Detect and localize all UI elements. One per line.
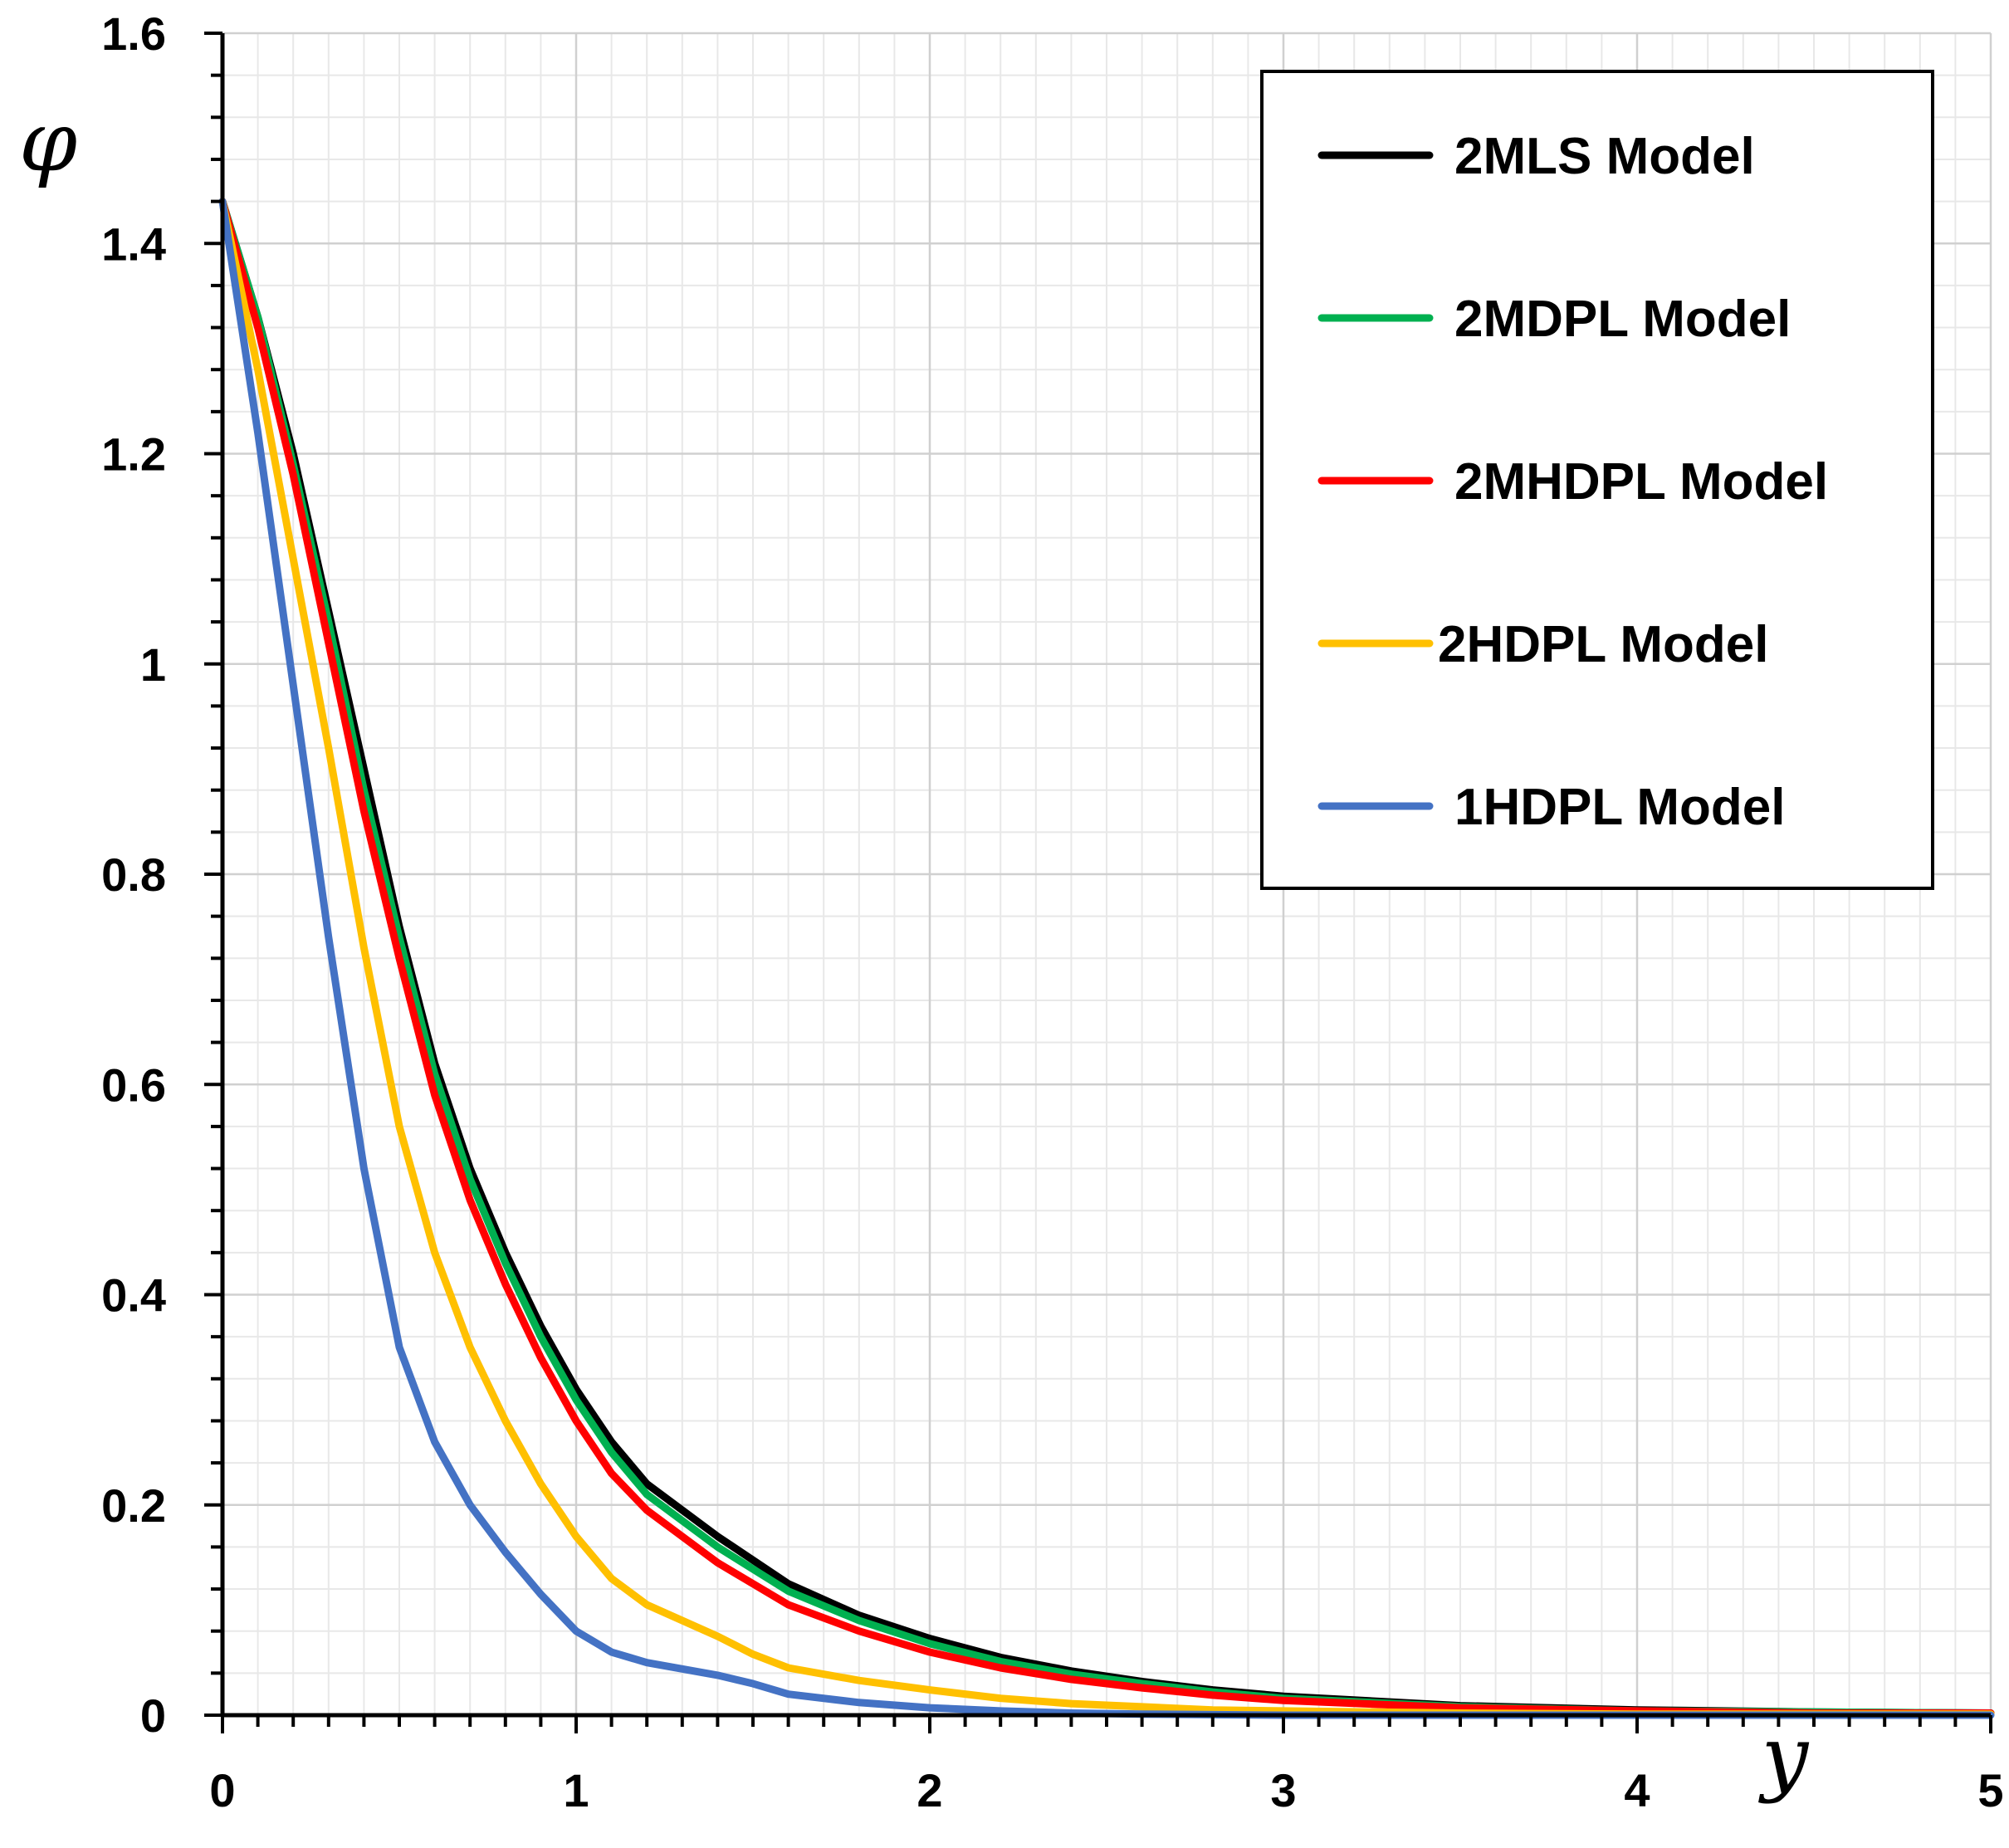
series-line-2mhdpl xyxy=(218,198,1995,1717)
x-tick-label: 0 xyxy=(209,1764,235,1816)
axis-ticks xyxy=(204,32,1992,1733)
x-axis-label: y xyxy=(1758,1708,1810,1805)
y-tick-label: 0.6 xyxy=(101,1058,166,1111)
legend-label-2mdpl: 2MDPL Model xyxy=(1454,291,1791,348)
x-tick-label: 2 xyxy=(917,1764,942,1816)
legend-label-1hdpl: 1HDPL Model xyxy=(1454,779,1785,836)
legend-label-2mhdpl: 2MHDPL Model xyxy=(1454,453,1828,511)
y-tick-label: 0.2 xyxy=(101,1479,166,1532)
y-tick-label: 1.6 xyxy=(101,7,166,60)
x-tick-label: 4 xyxy=(1624,1764,1650,1816)
tick-labels: 0 1 2 3 4 5 0 0.2 0.4 0.6 0.8 1 1.2 1.4 1.6 xyxy=(101,7,2003,1816)
x-tick-label: 5 xyxy=(1977,1764,2003,1816)
y-tick-label: 1 xyxy=(140,638,166,691)
y-tick-label: 0.4 xyxy=(101,1269,166,1322)
series-lines xyxy=(218,198,1995,1719)
legend: 2MLS Model 2MDPL Model 2MHDPL Model 2HDP… xyxy=(1260,70,1934,890)
legend-label-2mls: 2MLS Model xyxy=(1454,128,1755,185)
series-line-2hdpl xyxy=(218,198,1995,1718)
y-tick-label: 1.2 xyxy=(101,428,166,481)
y-tick-label: 1.4 xyxy=(101,218,166,270)
y-axis-label: φ xyxy=(19,93,77,190)
legend-label-2hdpl: 2HDPL Model xyxy=(1438,616,1768,673)
y-tick-label: 0.8 xyxy=(101,848,166,901)
x-tick-label: 3 xyxy=(1270,1764,1296,1816)
x-tick-label: 1 xyxy=(563,1764,589,1816)
y-tick-label: 0 xyxy=(140,1689,166,1742)
